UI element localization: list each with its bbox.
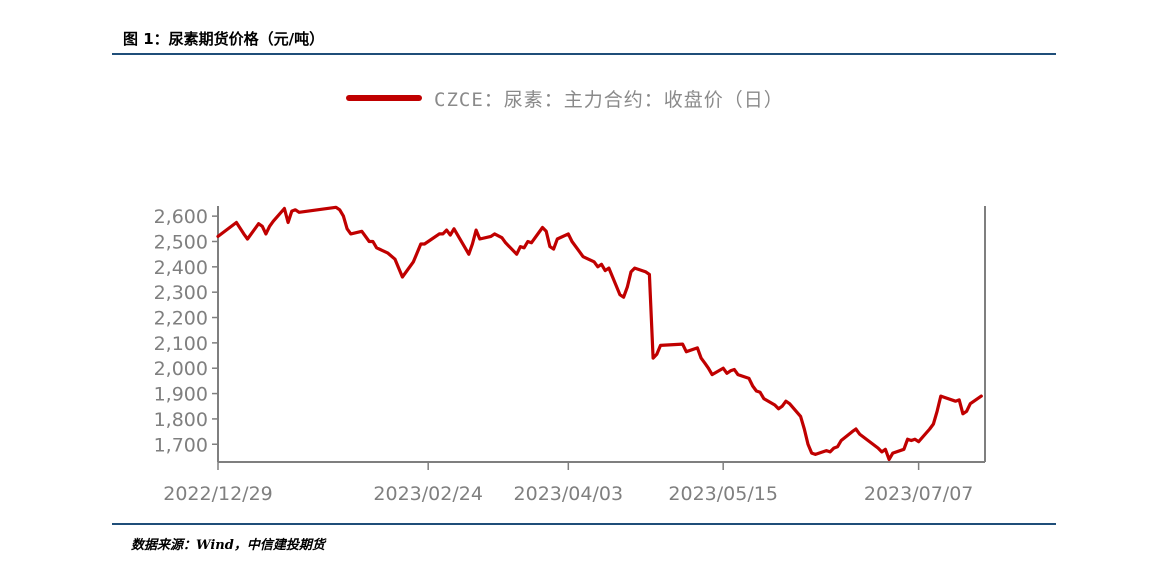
bottom-rule — [112, 523, 1056, 525]
x-axis-ticks: 2022/12/29 2023/02/24 2023/04/03 2023/05/15… — [163, 462, 973, 505]
legend-label: CZCE：尿素：主力合约：收盘价（日） — [434, 88, 784, 111]
y-tick-label: 2,500 — [154, 231, 208, 253]
y-tick-label: 2,100 — [154, 333, 208, 355]
x-tick-label: 2023/05/15 — [668, 483, 778, 505]
chart-series — [216, 205, 983, 462]
top-rule — [112, 53, 1056, 55]
series-line — [216, 205, 983, 462]
x-tick-label: 2023/04/03 — [514, 483, 624, 505]
y-tick-label: 2,600 — [154, 206, 208, 228]
y-tick-label: 2,300 — [154, 282, 208, 304]
chart-axes — [217, 206, 986, 463]
y-tick-label: 2,200 — [154, 308, 208, 330]
y-tick-label: 2,400 — [154, 257, 208, 279]
y-axis-ticks: 1,700 1,800 1,900 2,000 2,100 2,200 2,300 2,400… — [154, 206, 218, 456]
x-tick-label: 2023/07/07 — [864, 483, 974, 505]
chart-legend: CZCE：尿素：主力合约：收盘价（日） — [346, 86, 784, 111]
legend-swatch — [346, 95, 422, 101]
y-tick-label: 1,700 — [154, 434, 208, 456]
data-source-note: 数据来源：Wind，中信建投期货 — [131, 538, 325, 553]
x-tick-label: 2022/12/29 — [163, 483, 273, 505]
y-tick-label: 1,900 — [154, 384, 208, 406]
y-tick-label: 1,800 — [154, 409, 208, 431]
y-tick-label: 2,000 — [154, 358, 208, 380]
figure-title: 图 1：尿素期货价格（元/吨） — [123, 30, 325, 48]
x-tick-label: 2023/02/24 — [373, 483, 483, 505]
